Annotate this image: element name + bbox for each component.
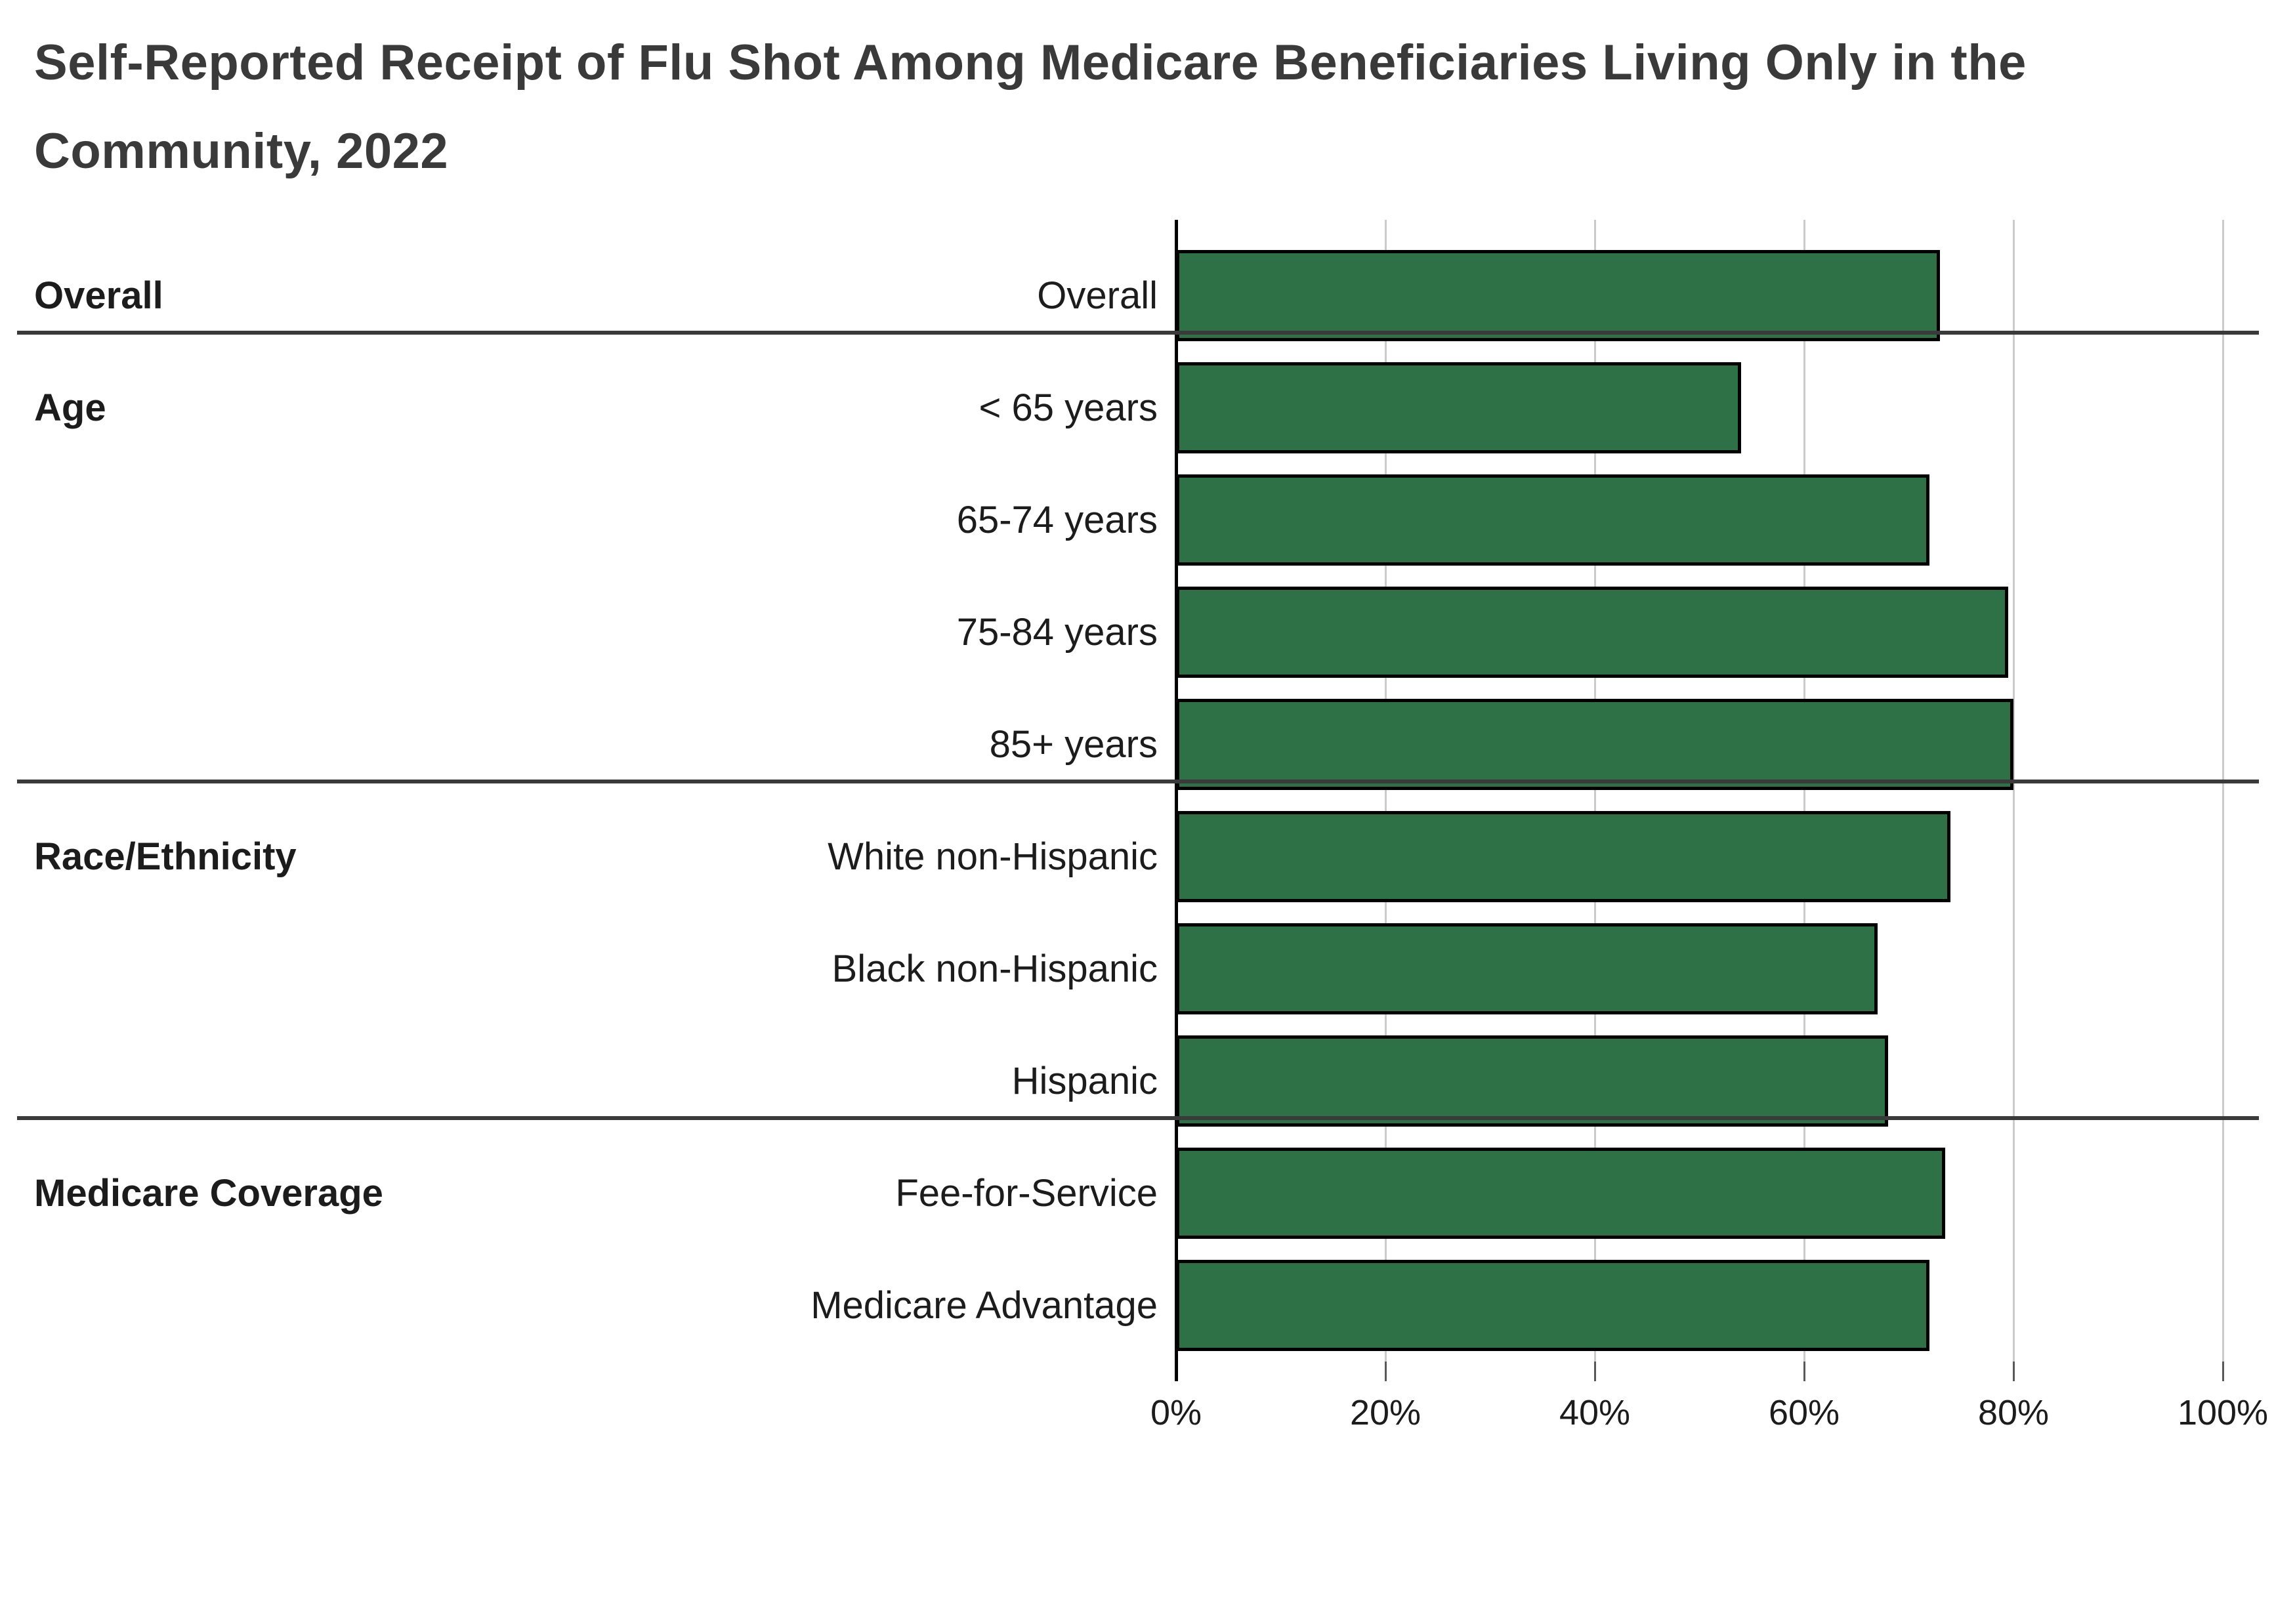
- bar-label: Medicare Advantage: [811, 1284, 1158, 1327]
- gridline-60: [1803, 220, 1805, 1362]
- axis-tick-20: [1385, 1362, 1387, 1381]
- axis-tick-100: [2222, 1362, 2224, 1381]
- gridline-100: [2222, 220, 2224, 1362]
- group-separator: [17, 331, 2259, 335]
- group-label-overall: Overall: [34, 274, 163, 317]
- bar: [1176, 923, 1878, 1014]
- gridline-40: [1594, 220, 1596, 1362]
- x-tick-label: 80%: [1977, 1393, 2050, 1432]
- axis-tick-60: [1803, 1362, 1805, 1381]
- bar-label: 85+ years: [989, 723, 1158, 766]
- chart-title-line-1: Self-Reported Receipt of Flu Shot Among …: [34, 35, 2027, 91]
- bar-label: 75-84 years: [956, 611, 1158, 654]
- group-separator: [17, 780, 2259, 783]
- x-tick-label: 20%: [1349, 1393, 1421, 1432]
- x-tick-label: 40%: [1559, 1393, 1631, 1432]
- bar: [1176, 1035, 1888, 1127]
- bar: [1176, 699, 2013, 790]
- bar: [1176, 474, 1929, 566]
- group-label-race-ethnicity: Race/Ethnicity: [34, 835, 297, 878]
- axis-tick-80: [2013, 1362, 2015, 1381]
- x-tick-label: 0%: [1150, 1393, 1202, 1432]
- bar-label: Hispanic: [1011, 1060, 1158, 1102]
- group-label-medicare-coverage: Medicare Coverage: [34, 1172, 383, 1215]
- bar-label: Overall: [1037, 274, 1158, 317]
- bar-label: < 65 years: [979, 386, 1158, 429]
- gridline-20: [1385, 220, 1387, 1362]
- axis-tick-40: [1594, 1362, 1596, 1381]
- bar: [1176, 362, 1741, 453]
- x-axis-zero-line: [1175, 220, 1178, 1381]
- x-tick-label: 100%: [2177, 1393, 2269, 1432]
- group-label-age: Age: [34, 386, 106, 429]
- bar-label: Fee-for-Service: [895, 1172, 1158, 1215]
- bar: [1176, 811, 1950, 902]
- bar-label: 65-74 years: [956, 499, 1158, 541]
- bar-label: White non-Hispanic: [828, 835, 1158, 878]
- chart-title: Self-Reported Receipt of Flu Shot Among …: [34, 18, 2220, 196]
- group-separator: [17, 1116, 2259, 1120]
- bar: [1176, 1148, 1945, 1239]
- bar: [1176, 250, 1940, 341]
- bar-label: Black non-Hispanic: [832, 947, 1158, 990]
- chart-title-line-2: Community, 2022: [34, 123, 449, 179]
- bar: [1176, 587, 2008, 678]
- x-tick-label: 60%: [1768, 1393, 1840, 1432]
- bar: [1176, 1260, 1929, 1351]
- gridline-80: [2013, 220, 2015, 1362]
